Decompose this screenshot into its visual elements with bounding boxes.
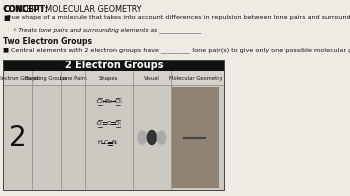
Bar xyxy=(3,60,224,190)
Text: Be: Be xyxy=(105,99,113,103)
Bar xyxy=(173,87,218,188)
Circle shape xyxy=(138,131,146,144)
Text: CONCEPT:: CONCEPT: xyxy=(3,5,48,14)
Bar xyxy=(3,71,224,85)
Text: 2: 2 xyxy=(9,123,27,152)
Text: Two Electron Groups: Two Electron Groups xyxy=(3,37,92,46)
Text: ■ Central elements with 2 electron groups have _________ lone pair(s) to give on: ■ Central elements with 2 electron group… xyxy=(3,47,350,53)
Text: Molecular Geometry: Molecular Geometry xyxy=(169,75,222,81)
Text: Bonding Groups: Bonding Groups xyxy=(25,75,68,81)
Text: :O:: :O: xyxy=(96,121,104,125)
Text: Shapes: Shapes xyxy=(99,75,119,81)
Text: Lone Pairs: Lone Pairs xyxy=(60,75,86,81)
Text: CONCEPT: MOLECULAR GEOMETRY: CONCEPT: MOLECULAR GEOMETRY xyxy=(3,5,142,14)
Text: N:: N: xyxy=(111,141,118,145)
Text: True shape of a molecule that takes into account differences in repulsion betwee: True shape of a molecule that takes into… xyxy=(7,15,350,20)
Text: H: H xyxy=(97,141,102,145)
Circle shape xyxy=(158,131,166,144)
Bar xyxy=(3,85,224,190)
Text: :Cl:: :Cl: xyxy=(95,99,105,103)
Circle shape xyxy=(147,131,156,144)
Text: C: C xyxy=(107,121,111,125)
Text: :O:: :O: xyxy=(113,121,122,125)
Text: ◦ Treats lone pairs and surrounding elements as ______________: ◦ Treats lone pairs and surrounding elem… xyxy=(13,27,201,33)
Text: Electron Groups: Electron Groups xyxy=(0,75,38,81)
Bar xyxy=(3,60,224,71)
Text: 2 Electron Groups: 2 Electron Groups xyxy=(64,61,163,71)
Text: :Cl:: :Cl: xyxy=(113,99,122,103)
Text: CONCEPT:: CONCEPT: xyxy=(3,5,48,14)
Text: Visual: Visual xyxy=(144,75,160,81)
Text: C: C xyxy=(104,141,108,145)
Text: ■: ■ xyxy=(3,15,10,21)
